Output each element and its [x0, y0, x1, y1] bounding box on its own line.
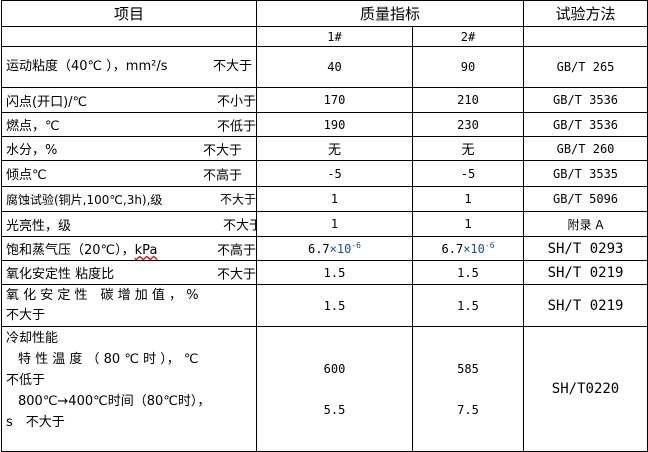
cooling-title: 冷却性能 — [6, 331, 59, 346]
item-name: 腐蚀试验(铜片,100℃,3h),级 不大于 — [1, 186, 257, 212]
empty-cell — [1, 26, 257, 47]
value-1: 1.5 — [256, 260, 413, 285]
item-name: 饱和蒸气压（20℃），kPa 不高于 — [1, 236, 257, 261]
header-row: 项目 质量指标 试验方法 — [1, 0, 648, 27]
value-1: 190 — [256, 112, 413, 137]
test-method: GB/T 5096 — [523, 186, 648, 212]
test-method: SH/T 0293 — [523, 236, 648, 261]
test-method: GB/T 3536 — [523, 87, 648, 113]
header-grade2: 2# — [411, 26, 525, 47]
value-2: 230 — [411, 112, 525, 137]
value-1: 1 — [256, 186, 413, 212]
test-method: SH/T 0219 — [523, 284, 648, 327]
table-row: 氧化安定性 粘度比 不大于 1.5 1.5 SH/T 0219 — [1, 260, 648, 285]
value-1: 1 — [256, 211, 413, 237]
subheader-row: 1# 2# — [1, 26, 648, 47]
item-name: 倾点℃ 不高于 — [1, 160, 257, 187]
table-row: 倾点℃ 不高于 -5 -5 GB/T 3535 — [1, 160, 648, 187]
empty-cell — [523, 26, 648, 47]
value-2: 1.5 — [411, 260, 525, 285]
value-1: 40 — [256, 46, 413, 88]
table-row: 燃点，℃ 不低于 190 230 GB/T 3536 — [1, 112, 648, 137]
item-name: 运动粘度（40℃ ），mm²/s 不大于 — [1, 46, 257, 88]
table-row: 腐蚀试验(铜片,100℃,3h),级 不大于 1 1 GB/T 5096 — [1, 186, 648, 212]
item-name: 闪点(开口)/℃ 不小于 — [1, 87, 257, 113]
table-row: 氧 化 安 定 性 碳 增 加 值 ， % 不大于 1.5 1.5 SH/T 02… — [1, 284, 648, 327]
value-1: 6.7×10-6 — [256, 236, 413, 261]
test-method: SH/T 0219 — [523, 260, 648, 285]
value-2: 1 — [411, 186, 525, 212]
header-method: 试验方法 — [523, 0, 648, 27]
cooling-line2-tail: s 不大于 — [6, 415, 65, 430]
value-2: 1.5 — [411, 284, 525, 327]
test-method: 附录 A — [523, 211, 648, 237]
value-1: 无 — [256, 136, 413, 161]
item-name: 燃点，℃ 不低于 — [1, 112, 257, 137]
item-name: 冷却性能 特 性 温 度 （ 80 ℃ 时 ）， ℃ 不低于 800℃→400℃… — [1, 326, 257, 452]
item-name: 氧化安定性 粘度比 不大于 — [1, 260, 257, 285]
header-quality: 质量指标 — [255, 0, 525, 27]
value-2: -5 — [411, 160, 525, 187]
unit-kpa: kPa — [134, 243, 158, 258]
value-2: 1 — [411, 211, 525, 237]
cooling-row: 冷却性能 特 性 温 度 （ 80 ℃ 时 ）， ℃ 不低于 800℃→400℃… — [1, 326, 648, 452]
item-name: 水分，% 不大于 — [1, 136, 257, 161]
value-1: 170 — [256, 87, 413, 113]
table-row: 饱和蒸气压（20℃），kPa 不高于 6.7×10-6 6.7×10-6 SH/T… — [1, 236, 648, 261]
test-method: GB/T 3535 — [523, 160, 648, 187]
value-2: 6.7×10-6 — [411, 236, 525, 261]
test-method: GB/T 260 — [523, 136, 648, 161]
table-row: 水分，% 不大于 无 无 GB/T 260 — [1, 136, 648, 161]
cooling-line1-limit: 不低于 — [6, 373, 46, 388]
value-2: 无 — [411, 136, 525, 161]
table-row: 闪点(开口)/℃ 不小于 170 210 GB/T 3536 — [1, 87, 648, 113]
value-1: 1.5 — [256, 284, 413, 327]
test-method: SH/T0220 — [523, 326, 648, 452]
cooling-line1: 特 性 温 度 （ 80 ℃ 时 ）， ℃ — [18, 352, 199, 367]
value-2: 90 — [411, 46, 525, 88]
header-item: 项目 — [1, 0, 257, 27]
test-method: GB/T 3536 — [523, 112, 648, 137]
value-2: 585 7.5 — [411, 326, 525, 452]
value-2: 210 — [411, 87, 525, 113]
item-name: 氧 化 安 定 性 碳 增 加 值 ， % 不大于 — [1, 284, 257, 327]
test-method: GB/T 265 — [523, 46, 648, 88]
cooling-line2: 800℃→400℃时间（80℃时）， — [18, 394, 211, 409]
value-1: -5 — [256, 160, 413, 187]
header-grade1: 1# — [256, 26, 413, 47]
value-1: 600 5.5 — [256, 326, 413, 452]
table-row: 运动粘度（40℃ ），mm²/s 不大于 40 90 GB/T 265 — [1, 46, 648, 88]
